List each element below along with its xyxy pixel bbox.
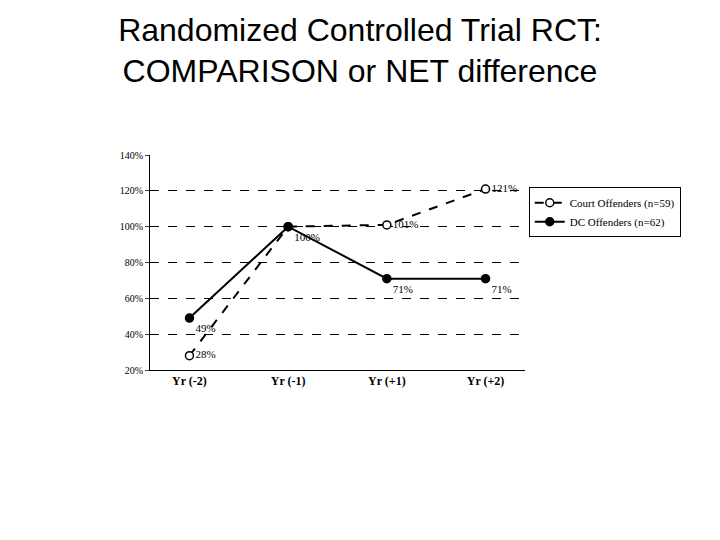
svg-text:Yr (-2): Yr (-2) (172, 374, 207, 388)
svg-text:80%: 80% (125, 257, 143, 268)
svg-text:71%: 71% (393, 283, 413, 295)
svg-text:20%: 20% (125, 365, 143, 376)
svg-text:28%: 28% (195, 348, 215, 360)
svg-text:100%: 100% (294, 231, 320, 243)
svg-text:71%: 71% (492, 283, 512, 295)
svg-text:Yr (-1): Yr (-1) (271, 374, 306, 388)
svg-text:DC Offenders (n=62): DC Offenders (n=62) (570, 216, 665, 229)
svg-text:121%: 121% (492, 182, 518, 194)
svg-text:40%: 40% (125, 329, 143, 340)
svg-text:101%: 101% (393, 218, 419, 230)
svg-text:120%: 120% (120, 185, 143, 196)
svg-text:Court Offenders (n=59): Court Offenders (n=59) (570, 197, 675, 210)
svg-text:49%: 49% (195, 322, 215, 334)
svg-text:60%: 60% (125, 293, 143, 304)
svg-text:100%: 100% (120, 221, 143, 232)
svg-text:140%: 140% (120, 150, 143, 161)
svg-text:Randomized Controlled Trial RC: Randomized Controlled Trial RCT:COMPARIS… (118, 12, 602, 90)
svg-text:Yr (+2): Yr (+2) (467, 374, 505, 388)
svg-text:Yr (+1): Yr (+1) (368, 374, 406, 388)
